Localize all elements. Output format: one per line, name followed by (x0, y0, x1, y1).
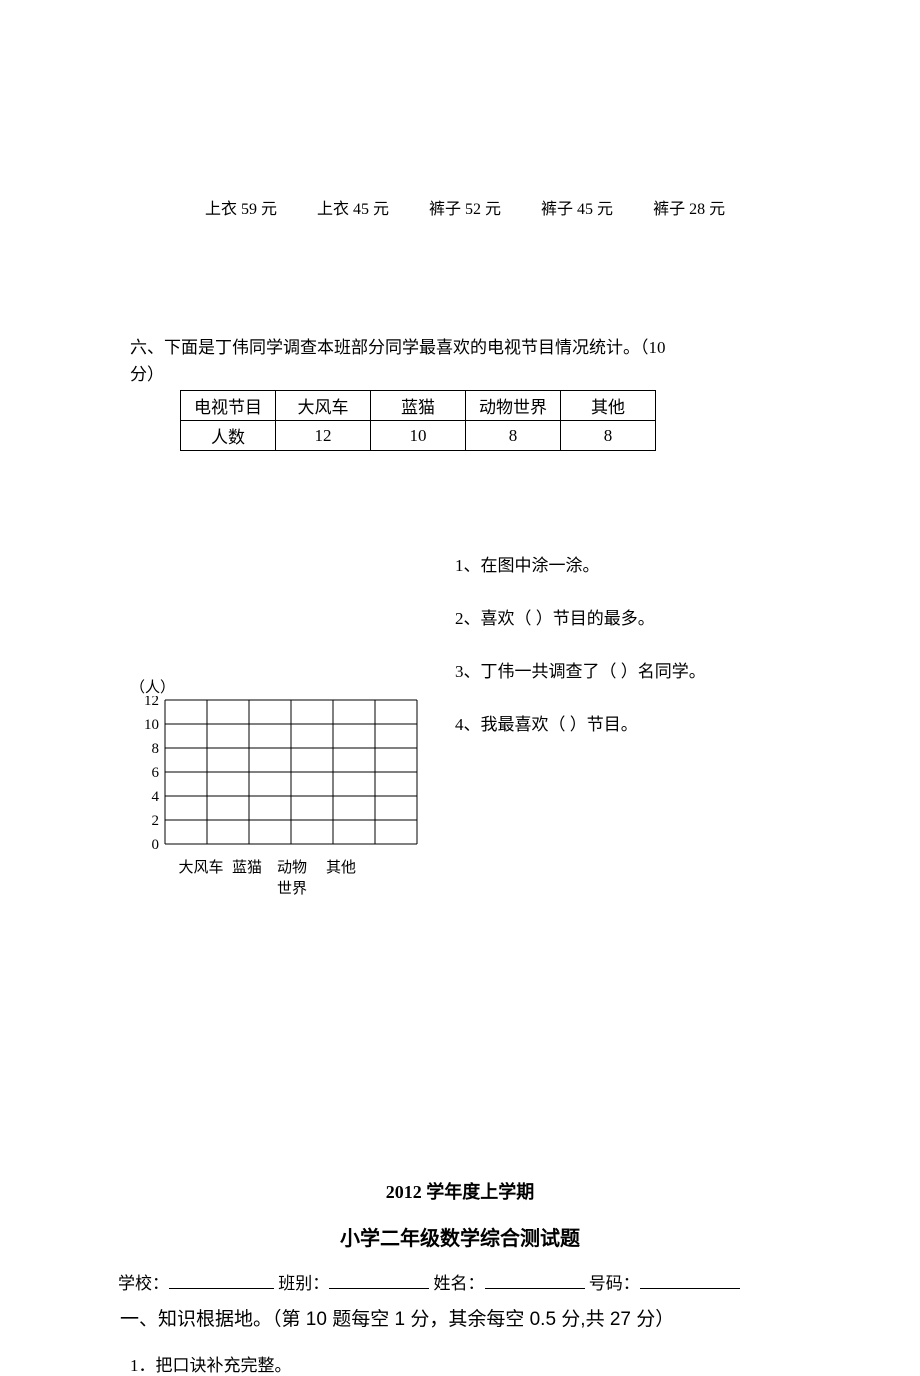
svg-text:0: 0 (152, 837, 160, 853)
question-item: 2、喜欢（ ）节目的最多。 (455, 604, 706, 629)
price-item: 裤子 52 元 (429, 195, 501, 219)
chart-xlabel: 其他 (317, 856, 365, 877)
table-cell: 人数 (181, 421, 276, 451)
number-label: 号码： (589, 1274, 640, 1293)
question-item: 1、在图中涂一涂。 (455, 551, 706, 576)
table-header: 动物世界 (466, 391, 561, 421)
price-item: 裤子 28 元 (653, 195, 725, 219)
section-one-heading: 一、知识根据地。（第 10 题每空 1 分，其余每空 0.5 分,共 27 分） (120, 1304, 920, 1331)
questions-block: （人） 121086420 大风车 蓝猫 动物 其他 世界 1、在图中涂一涂。 … (130, 551, 790, 763)
question-1: 1．把口诀补充完整。 (130, 1351, 920, 1376)
price-item: 上衣 59 元 (205, 195, 277, 219)
page-container: 上衣 59 元 上衣 45 元 裤子 52 元 裤子 45 元 裤子 28 元 … (0, 195, 920, 1376)
name-blank[interactable] (485, 1288, 585, 1289)
table-cell: 10 (371, 421, 466, 451)
school-label: 学校： (118, 1274, 169, 1293)
price-row: 上衣 59 元 上衣 45 元 裤子 52 元 裤子 45 元 裤子 28 元 (205, 195, 920, 219)
chart-ylabel: （人） (130, 676, 175, 697)
spacer (317, 877, 365, 898)
chart: （人） 121086420 大风车 蓝猫 动物 其他 世界 (135, 696, 425, 898)
svg-text:2: 2 (152, 813, 160, 829)
name-label: 姓名： (434, 1274, 485, 1293)
heading-title: 小学二年级数学综合测试题 (0, 1222, 920, 1251)
question-item: 3、丁伟一共调查了（ ）名同学。 (455, 657, 706, 682)
tv-table: 电视节目 大风车 蓝猫 动物世界 其他 人数 12 10 8 8 (180, 390, 656, 451)
heading-year: 2012 学年度上学期 (0, 1178, 920, 1204)
table-cell: 12 (276, 421, 371, 451)
class-blank[interactable] (329, 1288, 429, 1289)
chart-xlabel: 动物 (267, 856, 317, 877)
number-blank[interactable] (640, 1288, 740, 1289)
chart-xlabels: 大风车 蓝猫 动物 其他 (175, 856, 425, 877)
table-header: 蓝猫 (371, 391, 466, 421)
info-line: 学校： 班别： 姓名： 号码： (118, 1269, 920, 1294)
table-header: 电视节目 (181, 391, 276, 421)
heading-text: 下面是丁伟同学调查本班部分同学最喜欢的电视节目情况统计。（10 (164, 338, 666, 357)
table-cell: 8 (561, 421, 656, 451)
svg-text:10: 10 (144, 717, 159, 733)
table-header: 大风车 (276, 391, 371, 421)
class-label: 班别： (278, 1274, 329, 1293)
chart-xlabel-sub: 世界 (267, 877, 317, 898)
chart-xlabel: 蓝猫 (227, 856, 267, 877)
svg-text:4: 4 (152, 789, 160, 805)
svg-text:6: 6 (152, 765, 160, 781)
section-six-suffix: 分） (130, 361, 790, 388)
heading-prefix: 六、 (130, 338, 164, 357)
table-row: 人数 12 10 8 8 (181, 421, 656, 451)
svg-text:12: 12 (144, 696, 159, 709)
chart-xlabel-sub-row: 世界 (175, 877, 425, 898)
table-row: 电视节目 大风车 蓝猫 动物世界 其他 (181, 391, 656, 421)
chart-grid: 12 10 8 6 4 2 0 (135, 696, 425, 856)
table-header: 其他 (561, 391, 656, 421)
question-item: 4、我最喜欢（ ）节目。 (455, 710, 706, 735)
table-cell: 8 (466, 421, 561, 451)
spacer (175, 877, 227, 898)
svg-text:8: 8 (152, 741, 160, 757)
school-blank[interactable] (169, 1288, 274, 1289)
price-item: 上衣 45 元 (317, 195, 389, 219)
spacer (227, 877, 267, 898)
section-six-heading: 六、下面是丁伟同学调查本班部分同学最喜欢的电视节目情况统计。（10 (130, 334, 790, 361)
test-heading: 2012 学年度上学期 小学二年级数学综合测试题 (0, 1178, 920, 1251)
questions-list: 1、在图中涂一涂。 2、喜欢（ ）节目的最多。 3、丁伟一共调查了（ ）名同学。… (455, 551, 706, 763)
section-six: 六、下面是丁伟同学调查本班部分同学最喜欢的电视节目情况统计。（10 分） 电视节… (130, 334, 790, 763)
chart-xlabel: 大风车 (175, 856, 227, 877)
price-item: 裤子 45 元 (541, 195, 613, 219)
